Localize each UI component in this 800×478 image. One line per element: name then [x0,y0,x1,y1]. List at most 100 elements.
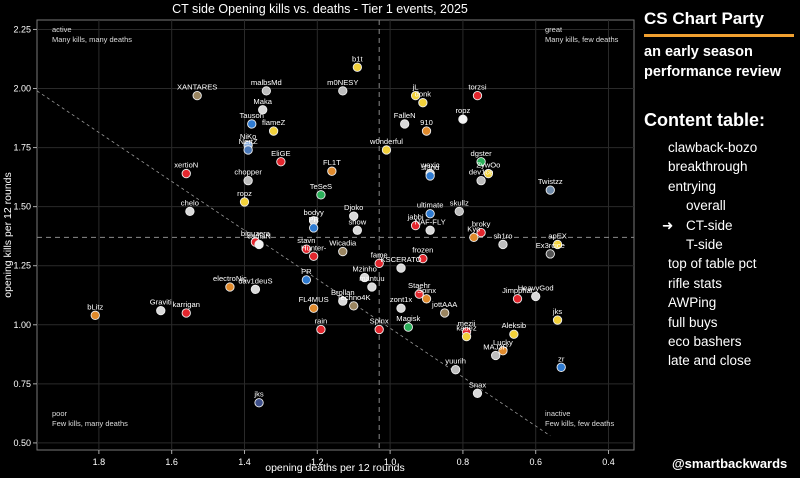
point-marker [225,282,235,292]
player-point: sh1ro [493,231,512,250]
toc-item[interactable]: top of table pct [668,254,757,273]
point-marker [349,211,359,221]
point-label: sl3nd [421,163,439,172]
toc-item[interactable]: T-side [668,235,757,254]
y-tick-label: 2.25 [13,24,31,34]
x-tick-label: 1.0 [384,457,397,467]
toc-item[interactable]: late and close [668,351,757,370]
point-label: NertZ [239,137,258,146]
point-label: broky [472,220,491,229]
toc-item-label: entrying [668,178,717,194]
toc-item-label: overall [686,198,726,214]
x-tick-label: 0.4 [602,457,615,467]
point-marker [425,171,435,181]
point-label: torzsi [468,83,486,92]
point-label: NAF-FLY [415,217,446,226]
point-marker [156,305,166,316]
point-marker [309,223,319,233]
toc-item[interactable]: eco bashers [668,332,757,351]
player-point: Wicadia [329,239,357,257]
player-point: Djoko [344,203,363,221]
player-point: kauez [456,324,477,342]
point-marker [192,90,202,101]
chart-title: CT side Opening kills vs. deaths - Tier … [172,2,468,16]
y-tick-label: 0.75 [13,379,31,389]
player-point: KSCERATO [380,255,422,273]
quadrant-desc-top-left: Many kills, many deaths [52,35,132,44]
toc-item[interactable]: rifle stats [668,274,757,293]
point-marker [327,166,337,176]
toc-item[interactable]: breakthrough [668,157,757,176]
point-marker [359,272,370,283]
point-marker [483,168,494,179]
y-tick-label: 1.75 [13,143,31,153]
player-point: mantuu [359,274,385,292]
point-label: jks [253,390,263,399]
player-point: fame [371,250,388,269]
point-marker [301,275,312,285]
player-point: bLitz [87,302,103,320]
player-point: yuurih [445,357,466,375]
point-marker [367,282,377,292]
toc-item[interactable]: clawback-bozo [668,138,757,157]
toc-title: Content table: [644,110,765,130]
point-marker [512,294,523,304]
toc-item[interactable]: full buys [668,313,757,332]
toc-item[interactable]: overall [668,196,757,215]
point-label: flameZ [262,118,286,127]
point-label: PR [301,267,312,276]
point-marker [545,249,555,259]
player-point: FalleN [394,111,416,129]
point-label: ultimate [417,201,444,210]
point-label: dav1deuS [238,276,272,285]
point-label: skullz [450,198,469,207]
point-label: Mzinho [352,265,376,274]
player-point: Tauson [240,111,264,129]
point-marker [381,145,392,155]
player-point: jottAAA [431,300,458,318]
point-label: KSCERATO [380,255,421,264]
point-label: yuurih [445,357,466,366]
player-point: ropz [237,189,252,207]
point-marker [243,176,253,186]
point-marker [352,225,362,235]
point-label: malbsMd [251,78,282,87]
quadrant-title-bottom-left: poor [52,409,68,418]
point-label: biguzera [241,229,271,238]
point-label: Snax [469,380,487,389]
point-label: EliGE [271,149,290,158]
player-point: sl3nd [421,163,439,181]
point-label: w0nderful [369,137,403,146]
point-marker [531,291,541,302]
point-marker [418,253,428,264]
point-marker [545,185,555,195]
toc-item[interactable]: ➜ CT-side [644,216,757,235]
point-marker [396,303,406,313]
point-label: m0NESY [327,78,358,87]
point-label: mezii [458,319,476,328]
point-label: snow [348,217,366,226]
point-marker [454,206,464,217]
toc-item[interactable]: AWPing [668,293,757,312]
point-label: Staehr [408,281,431,290]
point-label: chelo [181,198,199,207]
point-marker [498,346,508,356]
point-label: karrigan [173,300,200,309]
point-label: jottAAA [431,300,458,309]
point-label: b1t [352,54,363,63]
point-marker [552,239,563,250]
current-arrow-icon: ➜ [662,217,674,233]
player-point: Kyo [467,224,480,243]
player-point: HeavyGod [518,283,554,302]
brand-title: CS Chart Party [644,9,764,28]
point-marker [552,315,563,325]
point-label: ropz [237,189,252,198]
player-point: Graviti [150,298,172,316]
point-marker [268,126,279,136]
player-point: Maka [253,97,273,115]
point-label: XANTARES [177,83,217,92]
x-tick-label: 0.8 [457,457,470,467]
player-point: jabbi [407,213,424,231]
toc-item[interactable]: entrying [668,177,757,196]
player-point: Mzinho [352,265,377,283]
